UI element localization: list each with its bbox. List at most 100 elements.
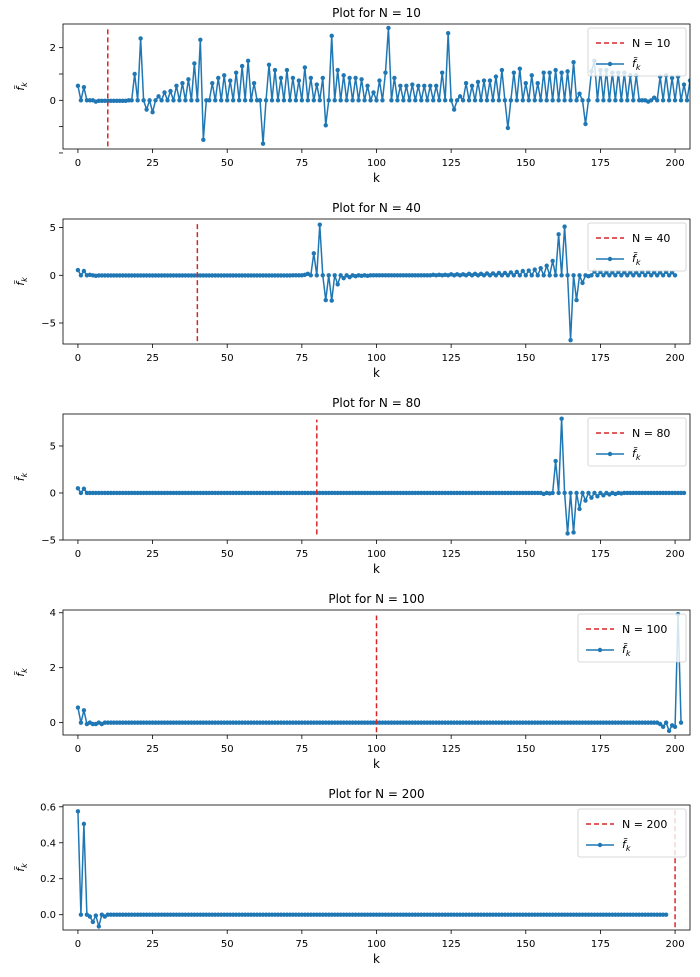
data-point <box>287 98 293 103</box>
x-tick-label: 200 <box>666 744 685 755</box>
axes-frame <box>62 23 691 150</box>
data-point <box>222 73 227 78</box>
x-tick-label: 0 <box>75 353 81 364</box>
data-point <box>496 98 502 103</box>
data-point <box>422 83 427 89</box>
data-point <box>186 77 191 82</box>
data-point <box>469 83 475 89</box>
data-point <box>454 98 460 103</box>
data-point <box>326 273 331 278</box>
data-point <box>371 90 376 95</box>
data-point <box>562 98 567 103</box>
data-point <box>580 280 585 286</box>
legend: N = 40 f̃k <box>587 222 687 272</box>
y-tick-label: 0.6 <box>40 802 56 813</box>
x-tick-label: 0 <box>75 158 81 169</box>
data-point <box>511 70 517 75</box>
data-point <box>356 98 361 103</box>
data-point <box>526 268 531 273</box>
data-point <box>511 273 517 278</box>
y-tick-label: 5 <box>50 441 56 452</box>
legend-marker <box>607 256 613 262</box>
x-tick-label: 150 <box>516 744 535 755</box>
x-tick-label: 125 <box>442 353 461 364</box>
plot-title: Plot for N = 100 <box>328 592 424 606</box>
data-point <box>595 98 600 103</box>
data-point <box>484 98 490 103</box>
data-point <box>553 273 558 278</box>
data-point <box>559 273 564 278</box>
data-point <box>392 75 397 81</box>
data-point <box>219 98 224 103</box>
axes-frame <box>62 804 691 931</box>
data-point <box>129 98 134 103</box>
data-point <box>541 273 546 278</box>
legend: N = 80 f̃k <box>587 417 687 467</box>
data-point <box>607 98 612 103</box>
data-point <box>672 724 678 729</box>
data-point <box>156 94 161 99</box>
x-axis-label: k <box>373 952 380 966</box>
data-point <box>75 809 81 814</box>
y-tick-label: 0 <box>50 488 56 499</box>
legend-label: f̃k <box>632 252 641 267</box>
data-point <box>201 137 206 142</box>
data-point <box>335 282 340 287</box>
data-point <box>601 98 606 103</box>
data-point <box>553 67 558 73</box>
data-point <box>150 109 155 115</box>
data-point <box>183 98 188 103</box>
x-tick-label: 50 <box>221 744 234 755</box>
data-point <box>239 63 245 69</box>
data-point <box>305 98 311 103</box>
data-point <box>434 83 439 89</box>
data-point <box>230 98 236 103</box>
data-point <box>631 273 636 278</box>
data-point <box>532 98 537 103</box>
data-point <box>562 224 567 229</box>
data-point <box>132 71 137 77</box>
subplot-10: Plot for N = 10 0 25 50 75 100 125 150 175 200 0 2 k… <box>14 6 691 185</box>
data-point <box>78 273 84 278</box>
data-point <box>595 273 600 278</box>
data-point <box>547 273 552 278</box>
data-point <box>266 62 272 67</box>
data-point <box>350 98 355 103</box>
data-point <box>535 273 540 278</box>
data-point <box>526 98 531 103</box>
data-point <box>556 490 561 496</box>
y-tick-label: −5 <box>41 319 56 330</box>
data-point <box>416 83 421 89</box>
data-point <box>341 275 346 281</box>
data-point <box>332 98 337 103</box>
x-tick-label: 175 <box>591 353 610 364</box>
data-point <box>320 75 325 81</box>
data-point <box>251 81 257 86</box>
data-point <box>383 70 388 75</box>
data-point <box>236 98 242 103</box>
data-point <box>487 78 493 83</box>
data-point <box>568 490 573 496</box>
x-tick-label: 200 <box>666 939 685 950</box>
x-tick-label: 100 <box>367 744 386 755</box>
legend-label: f̃k <box>632 447 641 462</box>
data-point <box>78 720 84 725</box>
x-tick-label: 25 <box>146 353 159 364</box>
data-point <box>625 98 630 103</box>
data-point <box>153 98 158 103</box>
legend-box <box>577 613 687 663</box>
subplot-80: Plot for N = 80 0 25 50 75 100 125 150 175 200 −5 0… <box>14 396 691 576</box>
legend: N = 200 f̃k <box>577 808 687 858</box>
data-point <box>78 912 84 917</box>
x-tick-label: 175 <box>591 549 610 560</box>
data-point <box>565 69 570 74</box>
data-point <box>657 721 663 727</box>
legend: N = 100 f̃k <box>577 613 687 663</box>
data-point <box>550 490 555 496</box>
data-point <box>648 273 654 278</box>
legend-label: f̃k <box>632 57 641 72</box>
legend-marker <box>597 647 603 653</box>
plot-title: Plot for N = 40 <box>332 201 421 215</box>
data-point <box>601 273 606 278</box>
data-point <box>451 107 457 112</box>
